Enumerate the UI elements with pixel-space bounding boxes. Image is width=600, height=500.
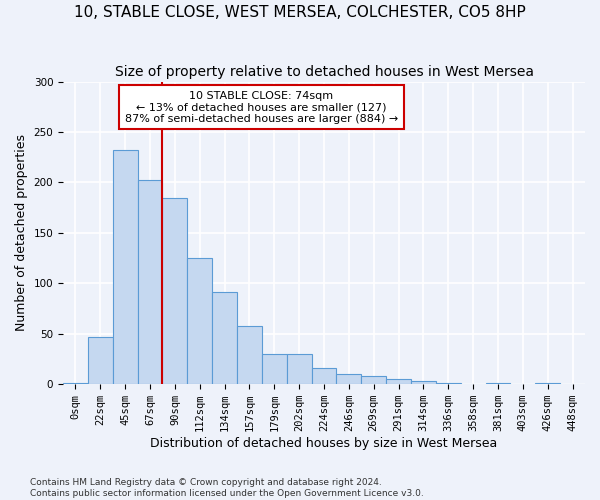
Text: Contains HM Land Registry data © Crown copyright and database right 2024.
Contai: Contains HM Land Registry data © Crown c… [30,478,424,498]
Text: 10, STABLE CLOSE, WEST MERSEA, COLCHESTER, CO5 8HP: 10, STABLE CLOSE, WEST MERSEA, COLCHESTE… [74,5,526,20]
Bar [88,337,113,384]
X-axis label: Distribution of detached houses by size in West Mersea: Distribution of detached houses by size … [151,437,497,450]
Bar [262,354,287,384]
Bar [436,383,461,384]
Bar [212,292,237,384]
Bar [485,383,511,384]
Bar [163,198,187,384]
Bar [311,368,337,384]
Bar [535,383,560,384]
Bar [337,374,361,384]
Bar [287,354,311,384]
Bar [63,383,88,384]
Bar [361,376,386,384]
Bar [237,326,262,384]
Text: 10 STABLE CLOSE: 74sqm
← 13% of detached houses are smaller (127)
87% of semi-de: 10 STABLE CLOSE: 74sqm ← 13% of detached… [125,90,398,124]
Y-axis label: Number of detached properties: Number of detached properties [15,134,28,332]
Bar [137,180,163,384]
Title: Size of property relative to detached houses in West Mersea: Size of property relative to detached ho… [115,65,533,79]
Bar [386,379,411,384]
Bar [411,381,436,384]
Bar [187,258,212,384]
Bar [113,150,137,384]
